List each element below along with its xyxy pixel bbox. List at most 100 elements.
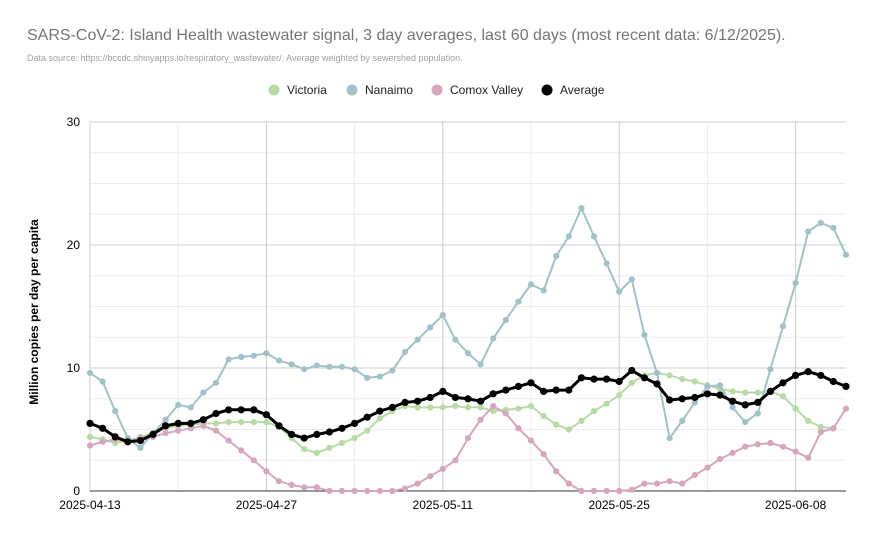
x-axis: 2025-04-13 2025-04-27 2025-05-11 2025-05-25… — [59, 498, 826, 512]
data-point-comox-valley — [225, 437, 232, 444]
data-point-nanaimo — [704, 383, 711, 390]
data-point-nanaimo — [666, 435, 673, 442]
y-axis-label: Million copies per day per capita — [27, 219, 41, 405]
data-point-comox-valley — [162, 430, 169, 437]
data-point-nanaimo — [527, 281, 535, 288]
data-point-comox-valley — [376, 487, 383, 495]
data-point-comox-valley — [742, 443, 749, 450]
data-point-comox-valley — [729, 449, 736, 456]
data-point-nanaimo — [99, 378, 106, 385]
data-point-nanaimo — [389, 367, 396, 374]
data-point-nanaimo — [691, 399, 698, 406]
data-point-average — [829, 377, 838, 386]
legend-marker-comox-valley — [431, 84, 443, 96]
data-point-nanaimo — [250, 352, 257, 359]
data-point-nanaimo — [351, 366, 358, 373]
data-point-victoria — [527, 403, 535, 410]
data-point-average — [729, 397, 737, 405]
data-point-average — [666, 396, 674, 404]
data-point-comox-valley — [716, 455, 724, 463]
data-point-comox-valley — [830, 425, 837, 432]
data-point-average — [716, 391, 724, 399]
legend-marker-nanaimo — [346, 84, 358, 96]
data-point-nanaimo — [729, 404, 736, 411]
data-point-nanaimo — [540, 287, 547, 294]
legend-label-average: Average — [560, 83, 605, 97]
data-point-comox-valley — [427, 473, 434, 480]
data-point-victoria — [313, 449, 320, 456]
data-point-nanaimo — [175, 401, 182, 408]
data-point-comox-valley — [704, 464, 711, 471]
data-point-comox-valley — [779, 443, 787, 450]
data-point-nanaimo — [653, 369, 661, 376]
data-point-comox-valley — [817, 428, 824, 436]
data-point-victoria — [326, 444, 333, 451]
data-point-average — [325, 428, 333, 436]
data-point-nanaimo — [590, 233, 598, 240]
data-point-victoria — [666, 372, 673, 379]
data-point-average — [792, 371, 800, 379]
legend-marker-average — [541, 84, 553, 96]
data-point-comox-valley — [464, 435, 472, 442]
data-point-nanaimo — [767, 366, 774, 373]
data-point-victoria — [250, 419, 257, 426]
data-point-victoria — [212, 420, 220, 427]
data-point-average — [376, 407, 384, 415]
y-axis: 0 10 20 30 — [67, 115, 81, 498]
data-point-comox-valley — [805, 454, 812, 461]
y-tick-label: 0 — [73, 484, 80, 498]
data-point-average — [426, 393, 434, 402]
legend-label-victoria: Victoria — [287, 83, 327, 97]
data-point-comox-valley — [439, 465, 446, 472]
data-point-nanaimo — [212, 379, 220, 386]
data-point-comox-valley — [263, 468, 270, 475]
x-tick-label: 2025-05-25 — [589, 498, 651, 512]
data-point-average — [86, 419, 94, 427]
data-point-comox-valley — [565, 480, 572, 487]
data-point-nanaimo — [313, 362, 320, 369]
data-point-nanaimo — [490, 335, 497, 342]
data-point-victoria — [225, 419, 232, 426]
data-point-comox-valley — [414, 480, 421, 487]
x-tick-label: 2025-04-27 — [236, 498, 298, 512]
y-tick-label: 30 — [67, 115, 81, 129]
data-point-victoria — [263, 419, 270, 426]
data-point-nanaimo — [427, 324, 434, 331]
data-point-nanaimo — [716, 382, 724, 389]
legend: Victoria Nanaimo Comox Valley Average — [268, 83, 605, 97]
data-point-comox-valley — [603, 487, 610, 495]
data-point-comox-valley — [691, 471, 698, 479]
data-point-comox-valley — [754, 441, 761, 448]
data-point-comox-valley — [527, 437, 535, 444]
data-point-nanaimo — [628, 276, 635, 283]
data-point-comox-valley — [490, 403, 497, 410]
data-point-nanaimo — [565, 233, 572, 240]
data-point-comox-valley — [313, 484, 320, 491]
data-point-victoria — [817, 423, 824, 431]
data-point-average — [439, 387, 447, 395]
data-point-victoria — [729, 388, 736, 395]
data-point-average — [262, 411, 270, 419]
data-point-average — [388, 403, 396, 411]
data-point-comox-valley — [301, 484, 308, 491]
data-point-average — [565, 386, 573, 394]
data-point-average — [464, 395, 472, 403]
data-point-victoria — [515, 405, 522, 412]
data-point-comox-valley — [767, 439, 774, 447]
data-point-victoria — [805, 417, 812, 424]
data-point-victoria — [301, 446, 308, 453]
data-point-average — [514, 382, 523, 390]
data-point-victoria — [540, 412, 547, 420]
x-tick-label: 2025-04-13 — [59, 498, 121, 512]
data-point-nanaimo — [805, 228, 812, 235]
data-point-victoria — [464, 404, 472, 411]
data-point-comox-valley — [679, 480, 686, 487]
data-point-average — [174, 419, 182, 427]
data-point-average — [628, 366, 636, 375]
data-point-average — [237, 406, 245, 414]
data-point-average — [691, 393, 699, 402]
data-point-average — [300, 434, 308, 442]
data-point-nanaimo — [464, 350, 472, 357]
data-point-comox-valley — [351, 487, 358, 495]
